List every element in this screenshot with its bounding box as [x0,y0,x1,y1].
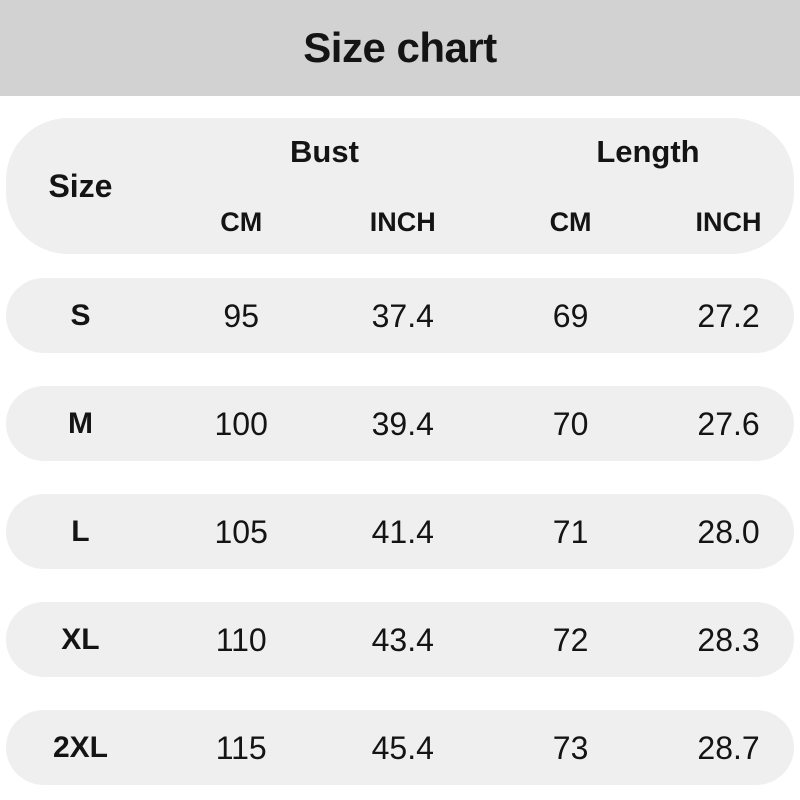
subcolumn-bust-inch: INCH [369,207,436,237]
cell-bust-cm: 115 [215,729,267,766]
size-table: Size Bust Length CM INCH CM INCH S 95 37… [0,96,800,785]
cell-length-cm: 70 [552,405,589,442]
cell-bust-cm: 105 [214,513,268,550]
column-header-size: Size [48,167,113,204]
cell-size: XL [61,622,100,656]
table-row-2xl: 2XL 115 45.4 73 28.7 [6,710,794,785]
cell-length-inch: 28.0 [697,513,760,550]
page-title: Size chart [303,24,497,71]
cell-size: M [67,406,93,440]
subcolumn-length-cm: CM [549,207,592,237]
cell-size: 2XL [52,730,108,764]
cell-length-cm: 71 [552,513,589,550]
cell-bust-inch: 43.4 [371,621,434,658]
table-row-m: M 100 39.4 70 27.6 [6,386,794,461]
cell-length-cm: 69 [552,297,589,334]
cell-bust-inch: 41.4 [371,513,434,550]
cell-length-cm: 73 [552,729,589,766]
cell-bust-cm: 95 [223,297,259,334]
cell-bust-inch: 39.4 [371,405,434,442]
table-row-xl: XL 110 43.4 72 28.3 [6,602,794,677]
cell-length-cm: 72 [552,621,589,658]
cell-length-inch: 28.3 [697,621,760,658]
column-group-bust: Bust [290,134,359,169]
cell-size: S [70,298,91,332]
column-group-length: Length [596,134,700,169]
cell-size: L [71,514,90,548]
cell-bust-cm: 100 [214,405,268,442]
cell-length-inch: 27.2 [697,297,760,334]
cell-length-inch: 27.6 [697,405,760,442]
cell-length-inch: 28.7 [697,729,760,766]
cell-bust-inch: 37.4 [371,297,434,334]
subcolumn-bust-cm: CM [220,207,263,237]
cell-bust-inch: 45.4 [371,729,434,766]
size-chart-title-band: Size chart [0,0,800,96]
table-header-row: Size Bust Length CM INCH CM INCH [6,118,794,254]
cell-bust-cm: 110 [215,621,267,658]
table-row-s: S 95 37.4 69 27.2 [6,278,794,353]
table-row-l: L 105 41.4 71 28.0 [6,494,794,569]
subcolumn-length-inch: INCH [695,207,762,237]
